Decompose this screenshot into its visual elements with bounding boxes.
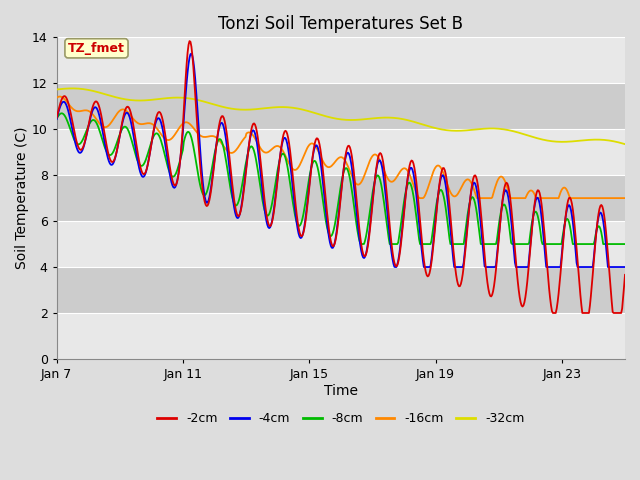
- Bar: [57, 83, 625, 129]
- Bar: [57, 175, 625, 221]
- Legend: -2cm, -4cm, -8cm, -16cm, -32cm: -2cm, -4cm, -8cm, -16cm, -32cm: [152, 407, 529, 430]
- Bar: [57, 313, 625, 359]
- X-axis label: Time: Time: [324, 384, 358, 398]
- Text: TZ_fmet: TZ_fmet: [68, 42, 125, 55]
- Bar: [57, 267, 625, 313]
- Title: Tonzi Soil Temperatures Set B: Tonzi Soil Temperatures Set B: [218, 15, 463, 33]
- Y-axis label: Soil Temperature (C): Soil Temperature (C): [15, 127, 29, 269]
- Bar: [57, 129, 625, 175]
- Bar: [57, 37, 625, 83]
- Bar: [57, 221, 625, 267]
